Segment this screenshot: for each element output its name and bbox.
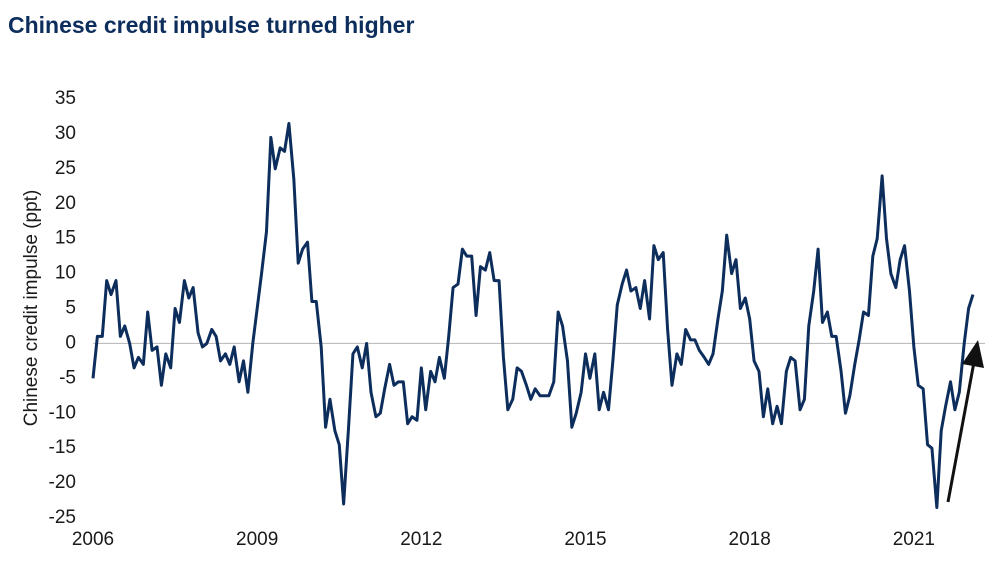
x-tick-label: 2006 — [72, 529, 114, 550]
y-tick-label: 0 — [65, 332, 76, 353]
y-tick-label: 35 — [55, 88, 76, 109]
chart-title: Chinese credit impulse turned higher — [8, 12, 414, 38]
y-axis-label: Chinese credit impulse (ppt) — [21, 190, 42, 427]
y-tick-label: -10 — [49, 402, 76, 423]
data-line — [91, 121, 975, 510]
y-tick-label: 30 — [55, 123, 76, 144]
y-tick-label: -5 — [59, 367, 76, 388]
y-tick-label: -20 — [49, 472, 76, 493]
y-tick-label: 25 — [55, 158, 76, 179]
y-tick-label: 10 — [55, 263, 76, 284]
x-tick-label: 2009 — [236, 529, 278, 550]
y-tick-label: 20 — [55, 193, 76, 214]
x-tick-label: 2015 — [564, 529, 606, 550]
y-tick-label: -15 — [49, 437, 76, 458]
x-tick-label: 2021 — [893, 529, 935, 550]
arrow-head — [962, 340, 984, 368]
x-tick-label: 2012 — [400, 529, 442, 550]
y-tick-label: -25 — [49, 507, 76, 528]
y-tick-label: 5 — [65, 298, 76, 319]
x-tick-label: 2018 — [729, 529, 771, 550]
y-tick-label: 15 — [55, 228, 76, 249]
annotation-arrow — [946, 361, 976, 503]
